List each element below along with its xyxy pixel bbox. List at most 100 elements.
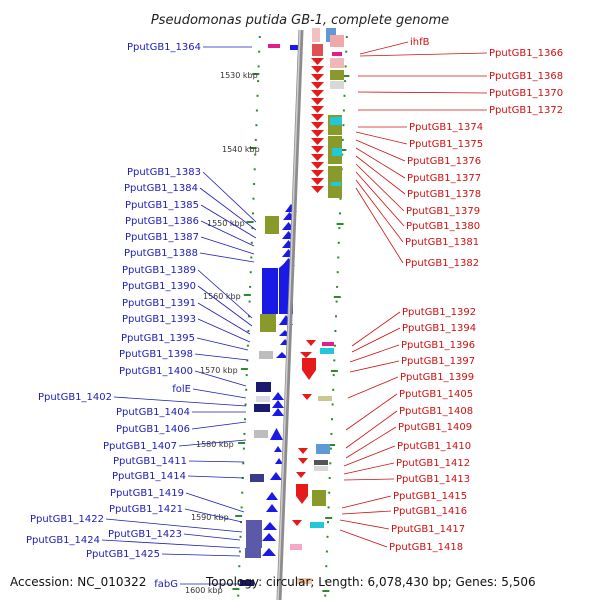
gene-label-right[interactable]: PputGB1_1374 [409,122,483,133]
scale-dot [331,403,334,406]
scale-labels: 1530 kbp 1540 kbp 1550 kbp 1560 kbp 1570… [185,71,260,595]
scale-label: 1600 kbp [185,586,223,595]
gene-label-right[interactable]: PputGB1_1379 [406,206,480,217]
gene-label-left[interactable]: PputGB1_1402 [38,392,112,403]
gene-label-left[interactable]: PputGB1_1400 [119,366,193,377]
gene-label-right[interactable]: PputGB1_1394 [402,323,476,334]
gene-label-left[interactable]: PputGB1_1406 [116,424,190,435]
scale-dot [246,344,249,347]
gene-label-right[interactable]: PputGB1_1416 [393,506,467,517]
gene-label-left[interactable]: folE [172,384,191,395]
gene-label-left[interactable]: PputGB1_1414 [112,471,186,482]
scale-dot [248,300,251,303]
genome-backbone-highlight [277,29,301,600]
gene-label-right[interactable]: PputGB1_1397 [401,356,475,367]
forward-gene-arrow [262,533,276,541]
gene-label-right[interactable]: PputGB1_1380 [406,221,480,232]
scale-dot [257,80,260,83]
gene-label-right[interactable]: PputGB1_1408 [399,406,473,417]
scale-dot [332,388,335,391]
gene-label-left[interactable]: PputGB1_1389 [122,265,196,276]
leader-line [355,171,405,227]
leader-line [185,492,245,513]
right-gene-labels: ihfB PputGB1_1366 PputGB1_1368 PputGB1_1… [389,37,563,553]
gene-label-right[interactable]: PputGB1_1382 [405,258,479,269]
gene-label-right[interactable]: PputGB1_1376 [407,156,481,167]
gene-label-right[interactable]: PputGB1_1417 [391,524,465,535]
forward-gene-arrow [275,458,283,464]
gene-label-left[interactable]: PputGB1_1395 [121,333,195,344]
gene-label-left[interactable]: PputGB1_1398 [119,349,193,360]
scale-dot [246,359,249,362]
leader-line [359,41,409,55]
gene-label-left[interactable]: PputGB1_1419 [110,488,184,499]
gene-label-left[interactable]: PputGB1_1393 [122,314,196,325]
gene-label-right[interactable]: PputGB1_1399 [400,372,474,383]
gene-label-right[interactable]: PputGB1_1366 [489,48,563,59]
gene-label-left[interactable]: PputGB1_1388 [124,248,198,259]
gene-label-left[interactable]: PputGB1_1422 [30,514,104,525]
gene-label-right[interactable]: PputGB1_1396 [401,340,475,351]
gene-label-left[interactable]: PputGB1_1407 [103,441,177,452]
leader-line [355,131,408,145]
leader-line [355,163,405,212]
gene-label-right[interactable]: PputGB1_1368 [489,71,563,82]
gene-label-right[interactable]: PputGB1_1375 [409,139,483,150]
gene-label-right[interactable]: PputGB1_1405 [399,389,473,400]
scale-dot [250,256,253,259]
scale-dot [336,271,339,274]
gene-label-right[interactable]: PputGB1_1409 [398,422,472,433]
gene-label-right[interactable]: PputGB1_1415 [393,491,467,502]
reverse-gene-arrow [302,370,316,380]
scale-dot [325,550,328,553]
gene-label-right[interactable]: ihfB [410,37,430,48]
gene-label-right[interactable]: PputGB1_1370 [489,88,563,99]
gene-label-left[interactable]: PputGB1_1404 [116,407,190,418]
gene-label-right[interactable]: PputGB1_1378 [407,189,481,200]
gene-label-left[interactable]: PputGB1_1383 [127,167,201,178]
gene-label-left[interactable]: fabG [154,579,178,590]
genome-backbone [276,29,304,600]
scale-dot [242,462,245,465]
scale-dot [333,359,336,362]
gene-block [320,348,334,354]
gene-block [246,520,262,548]
gene-block [290,45,298,50]
reverse-gene-arrow [311,162,324,169]
gene-label-right[interactable]: PputGB1_1392 [402,307,476,318]
gene-label-right[interactable]: PputGB1_1372 [489,105,563,116]
leader-line [184,508,243,523]
gene-label-right[interactable]: PputGB1_1410 [397,441,471,452]
scale-dot [339,212,341,215]
genome-summary-text: Topology: circular; Length: 6,078,430 bp… [205,575,536,589]
gene-label-left[interactable]: PputGB1_1384 [124,183,198,194]
gene-label-left[interactable]: PputGB1_1387 [125,232,199,243]
gene-label-left[interactable]: PputGB1_1424 [26,535,100,546]
scale-label: 1530 kbp [220,71,258,80]
gene-label-left[interactable]: PputGB1_1411 [113,456,187,467]
scale-dot [252,197,255,200]
leader-line [359,52,488,57]
gene-label-left[interactable]: PputGB1_1423 [108,529,182,540]
reverse-gene-arrow [298,458,308,464]
gene-label-right[interactable]: PputGB1_1412 [396,458,470,469]
gene-label-left[interactable]: PputGB1_1421 [109,504,183,515]
gene-block [330,58,344,68]
gene-label-left[interactable]: PputGB1_1390 [122,281,196,292]
gene-label-right[interactable]: PputGB1_1381 [405,237,479,248]
gene-label-left[interactable]: PputGB1_1386 [125,216,199,227]
gene-label-right[interactable]: PputGB1_1413 [396,474,470,485]
leader-line [351,327,401,353]
leader-line [191,421,247,430]
gene-label-right[interactable]: PputGB1_1418 [389,542,463,553]
gene-label-left[interactable]: PputGB1_1391 [122,298,196,309]
scale-dot [345,36,348,38]
scale-dot [248,315,250,318]
reverse-gene-arrow [300,352,312,358]
gene-label-left[interactable]: PputGB1_1385 [125,200,199,211]
gene-label-right[interactable]: PputGB1_1377 [407,173,481,184]
scale-dot [247,330,250,332]
gene-label-left[interactable]: PputGB1_1425 [86,549,160,560]
gene-block [265,216,279,234]
gene-label-left[interactable]: PputGB1_1364 [127,42,201,53]
